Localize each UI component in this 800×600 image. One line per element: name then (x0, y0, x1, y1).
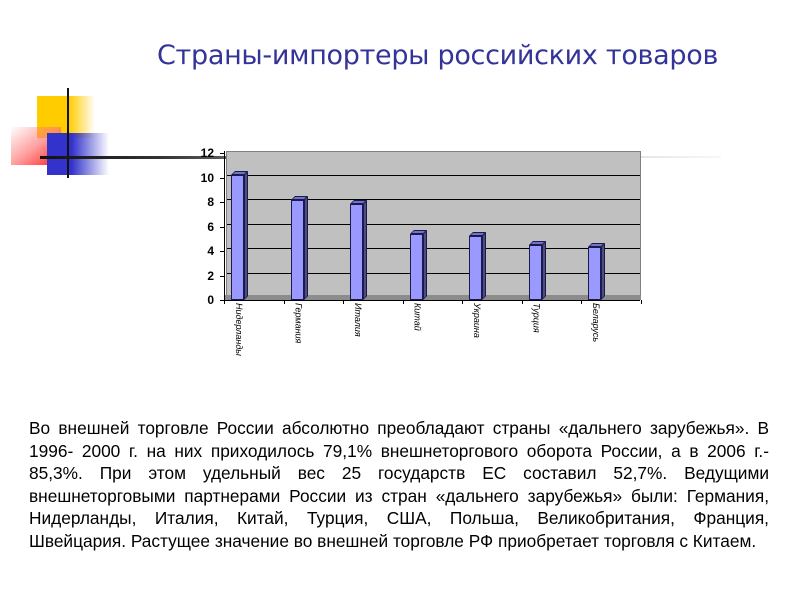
chart-floor (224, 295, 641, 300)
x-tick (640, 300, 642, 304)
bar-top (290, 195, 308, 200)
x-tick (224, 300, 225, 304)
bar (231, 175, 244, 300)
y-tick-label: 10 (200, 170, 214, 185)
x-category-label: Германия (293, 303, 304, 344)
y-tick (220, 153, 225, 154)
gridline (227, 223, 640, 225)
horizontal-rule-tail (641, 156, 721, 158)
bar (409, 233, 423, 300)
gridline (227, 248, 640, 249)
y-tick-label: 0 (207, 293, 214, 307)
y-tick (220, 202, 225, 203)
bar (469, 236, 482, 300)
slide-body-text: Во внешней торговле России абсолютно пре… (29, 418, 769, 551)
bar-side (482, 232, 486, 300)
bar (588, 247, 601, 300)
y-tick (220, 177, 225, 179)
y-tick (220, 275, 225, 277)
x-tick (343, 300, 344, 304)
gridline (227, 199, 640, 200)
x-category-label: Беларусь (591, 303, 601, 343)
gridline (227, 272, 640, 274)
bar (350, 204, 363, 300)
decorative-squares (0, 0, 240, 190)
slide-title: Страны-импортеры российских товаров (157, 40, 719, 71)
x-category-label: Италия (353, 303, 363, 337)
blue-square-decoration (47, 133, 109, 175)
y-tick (220, 226, 225, 228)
x-category-label: Украина (472, 303, 482, 338)
x-tick (283, 300, 285, 304)
y-axis (224, 151, 225, 300)
y-tick-label: 2 (207, 268, 214, 283)
y-tick-label: 8 (207, 195, 214, 209)
x-category-label: Турция (531, 303, 542, 333)
bar-side (601, 243, 605, 300)
bar-side (422, 229, 427, 300)
vertical-rule-decoration (67, 88, 69, 178)
bar-side (244, 171, 248, 300)
bar-side (541, 240, 546, 300)
chart-plot-area (226, 151, 641, 298)
bar (528, 244, 542, 300)
y-tick-label: 4 (207, 244, 214, 258)
bar-side (303, 195, 308, 300)
bar-chart: 0 2 4 6 8 10 12 Нидерланды Германия Италия Китай Ук… (180, 140, 650, 380)
y-tick (220, 251, 225, 252)
x-tick (402, 300, 404, 304)
bar (290, 199, 304, 300)
x-tick (581, 300, 582, 304)
x-tick (462, 300, 463, 304)
x-category-label: Китай (412, 303, 423, 331)
gridline (227, 174, 640, 176)
horizontal-rule-decoration (40, 156, 240, 159)
y-tick (220, 300, 225, 301)
x-axis (220, 300, 640, 301)
bar-side (363, 200, 367, 300)
y-tick-label: 12 (200, 146, 214, 160)
x-tick (521, 300, 523, 304)
x-category-label: Нидерланды (234, 303, 244, 356)
y-tick-label: 6 (207, 219, 214, 234)
